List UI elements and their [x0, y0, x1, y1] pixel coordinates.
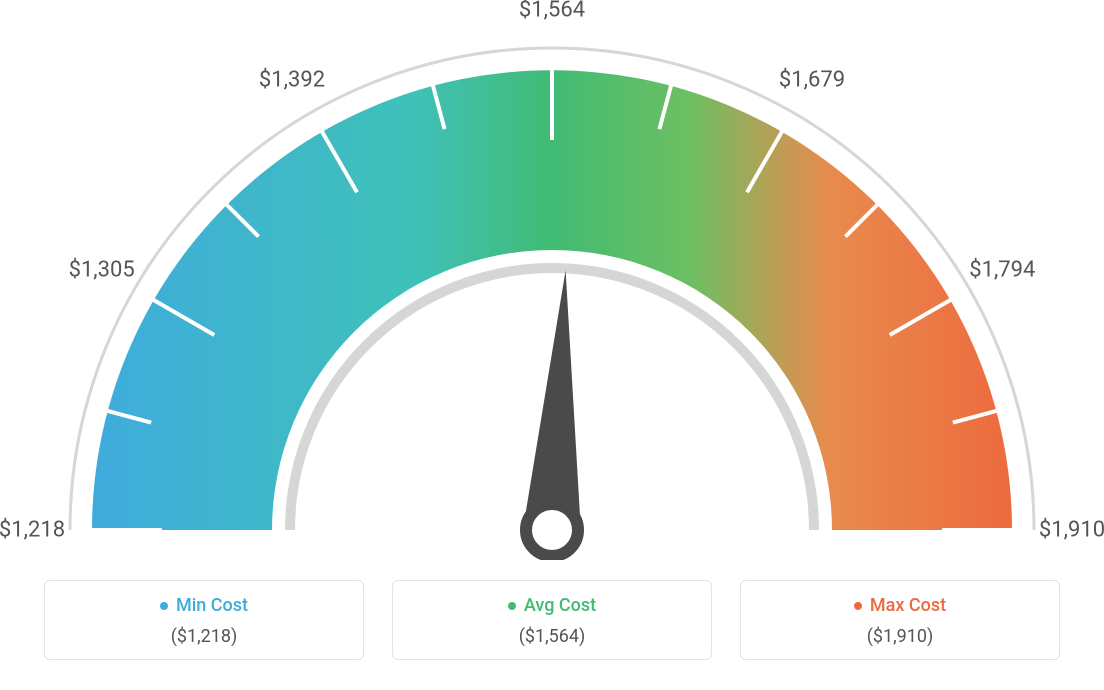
dot-icon: [508, 602, 516, 610]
gauge-tick-label: $1,679: [779, 67, 845, 92]
gauge-svg: [0, 0, 1104, 560]
gauge-tick-label: $1,564: [519, 0, 585, 23]
legend-avg-value: ($1,564): [403, 626, 701, 647]
dot-icon: [854, 602, 862, 610]
legend-max-value: ($1,910): [751, 626, 1049, 647]
legend-card-min: Min Cost ($1,218): [44, 580, 364, 661]
legend-max-label: Max Cost: [870, 595, 946, 616]
gauge-tick-label: $1,305: [69, 258, 135, 283]
gauge-tick-label: $1,794: [969, 258, 1035, 283]
dot-icon: [160, 602, 168, 610]
legend-avg-title: Avg Cost: [508, 595, 596, 616]
legend-row: Min Cost ($1,218) Avg Cost ($1,564) Max …: [0, 580, 1104, 661]
legend-min-label: Min Cost: [176, 595, 248, 616]
legend-card-avg: Avg Cost ($1,564): [392, 580, 712, 661]
gauge-tick-label: $1,910: [1039, 518, 1104, 543]
legend-max-title: Max Cost: [854, 595, 946, 616]
legend-min-title: Min Cost: [160, 595, 248, 616]
gauge-chart: $1,218 $1,305 $1,392 $1,564 $1,679 $1,794 $1,9…: [0, 0, 1104, 560]
gauge-tick-label: $1,218: [0, 518, 65, 543]
legend-min-value: ($1,218): [55, 626, 353, 647]
legend-avg-label: Avg Cost: [524, 595, 596, 616]
gauge-tick-label: $1,392: [259, 67, 325, 92]
legend-card-max: Max Cost ($1,910): [740, 580, 1060, 661]
